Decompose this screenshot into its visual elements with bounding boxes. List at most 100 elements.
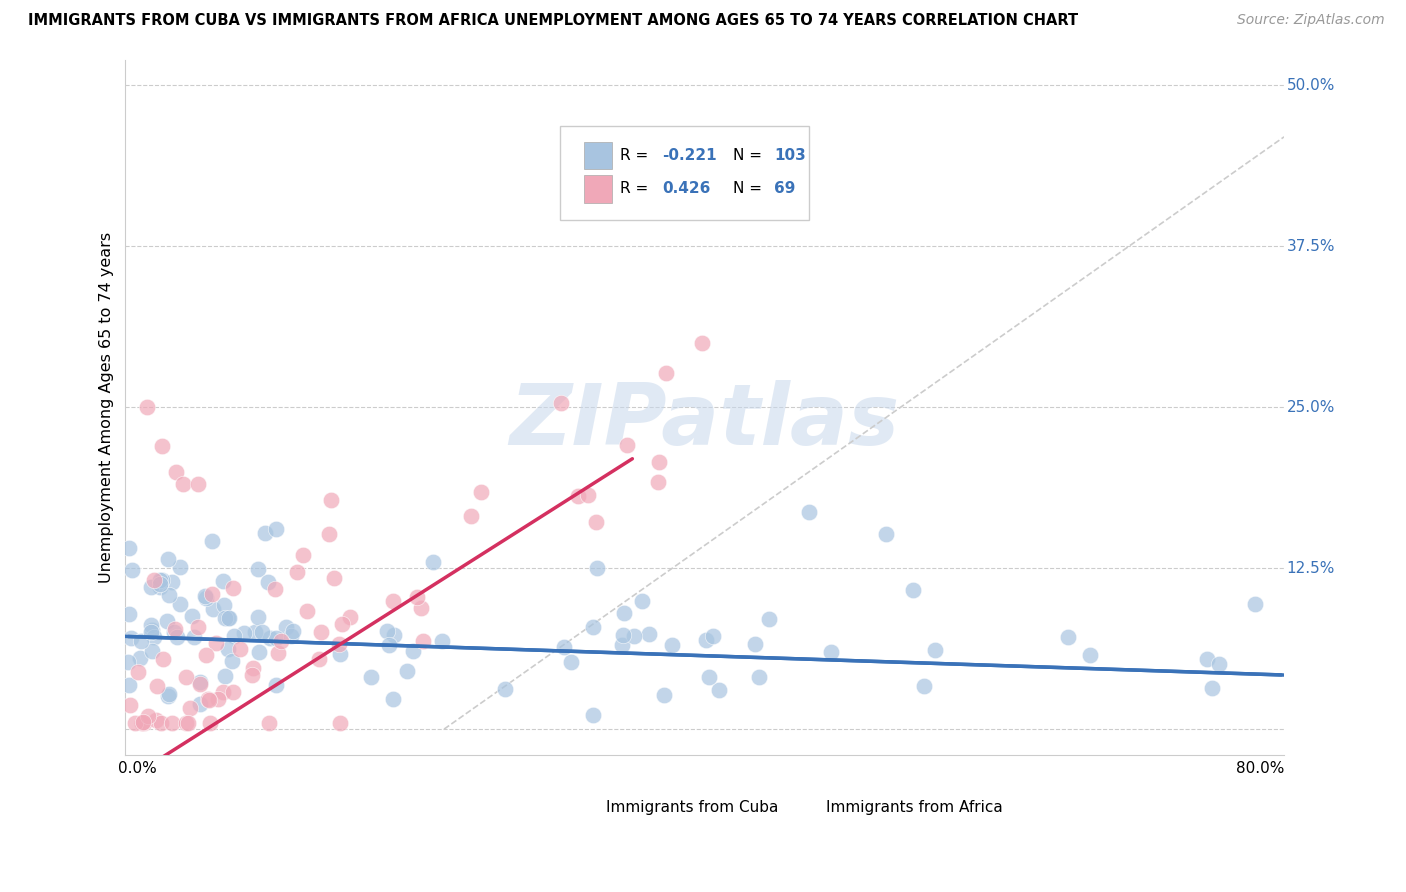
Point — [648, 455, 671, 469]
Point — [616, 438, 638, 452]
Point — [460, 509, 482, 524]
FancyBboxPatch shape — [785, 794, 815, 822]
Point — [246, 562, 269, 576]
Point — [149, 577, 172, 591]
Point — [232, 625, 254, 640]
Point — [202, 602, 225, 616]
Point — [169, 559, 191, 574]
Point — [613, 606, 636, 620]
Point — [163, 625, 186, 640]
Point — [129, 650, 152, 665]
Point — [120, 698, 142, 712]
Text: Immigrants from Africa: Immigrants from Africa — [827, 800, 1002, 815]
Point — [217, 642, 239, 657]
Point — [264, 631, 287, 645]
Point — [131, 715, 153, 730]
Point — [221, 654, 243, 668]
Point — [165, 465, 187, 479]
Point — [163, 622, 186, 636]
Point — [623, 629, 645, 643]
Point — [820, 645, 842, 659]
Point — [702, 629, 724, 643]
Point — [201, 534, 224, 549]
Point — [201, 587, 224, 601]
Point — [156, 552, 179, 566]
Point — [377, 624, 399, 638]
Point — [1201, 681, 1223, 696]
Point — [141, 644, 163, 658]
Point — [172, 477, 194, 491]
Point — [187, 477, 209, 491]
Point — [553, 640, 575, 655]
Point — [188, 675, 211, 690]
Point — [252, 625, 274, 640]
Text: ZIPatlas: ZIPatlas — [509, 380, 900, 463]
Point — [150, 439, 173, 453]
Point — [187, 620, 209, 634]
Point — [308, 652, 330, 666]
Point — [283, 624, 305, 639]
Point — [291, 548, 314, 562]
Point — [134, 715, 156, 730]
FancyBboxPatch shape — [565, 794, 596, 822]
Point — [188, 677, 211, 691]
Point — [124, 715, 146, 730]
Point — [214, 611, 236, 625]
Point — [188, 698, 211, 712]
Text: IMMIGRANTS FROM CUBA VS IMMIGRANTS FROM AFRICA UNEMPLOYMENT AMONG AGES 65 TO 74 : IMMIGRANTS FROM CUBA VS IMMIGRANTS FROM … — [28, 13, 1078, 29]
Point — [280, 629, 302, 643]
Point — [149, 573, 172, 587]
Point — [402, 644, 425, 658]
Point — [149, 715, 172, 730]
Point — [264, 678, 287, 692]
Point — [758, 613, 780, 627]
Point — [141, 624, 163, 638]
Point — [264, 522, 287, 536]
Text: 69: 69 — [775, 181, 796, 196]
Point — [1208, 657, 1230, 672]
Point — [145, 713, 167, 727]
Point — [129, 633, 152, 648]
Point — [197, 692, 219, 706]
Point — [875, 527, 897, 541]
Point — [157, 588, 180, 602]
Point — [246, 610, 269, 624]
Y-axis label: Unemployment Among Ages 65 to 74 years: Unemployment Among Ages 65 to 74 years — [100, 232, 114, 582]
Point — [287, 565, 309, 579]
Text: 0.426: 0.426 — [662, 181, 710, 196]
Point — [157, 687, 180, 701]
Point — [329, 715, 352, 730]
Point — [612, 638, 634, 652]
Point — [194, 591, 217, 606]
Text: Immigrants from Cuba: Immigrants from Cuba — [606, 800, 779, 815]
Point — [181, 608, 204, 623]
Point — [748, 670, 770, 684]
Point — [257, 575, 280, 590]
Text: R =: R = — [620, 148, 654, 163]
Point — [382, 628, 405, 642]
Point — [229, 642, 252, 657]
Point — [576, 488, 599, 502]
Point — [695, 632, 717, 647]
Point — [470, 485, 492, 500]
Point — [242, 661, 264, 675]
Point — [360, 670, 382, 684]
Point — [197, 692, 219, 706]
Point — [243, 625, 266, 640]
Text: R =: R = — [620, 181, 654, 196]
Point — [270, 634, 292, 648]
Point — [157, 689, 180, 703]
Point — [264, 582, 287, 596]
Point — [797, 504, 820, 518]
Point — [218, 611, 240, 625]
Point — [276, 620, 298, 634]
Point — [637, 626, 659, 640]
Point — [214, 669, 236, 683]
Point — [585, 516, 607, 530]
Point — [127, 665, 149, 680]
Point — [138, 709, 160, 723]
Point — [139, 580, 162, 594]
Point — [924, 643, 946, 657]
Point — [652, 688, 675, 702]
Text: 50.0%: 50.0% — [1286, 78, 1334, 93]
